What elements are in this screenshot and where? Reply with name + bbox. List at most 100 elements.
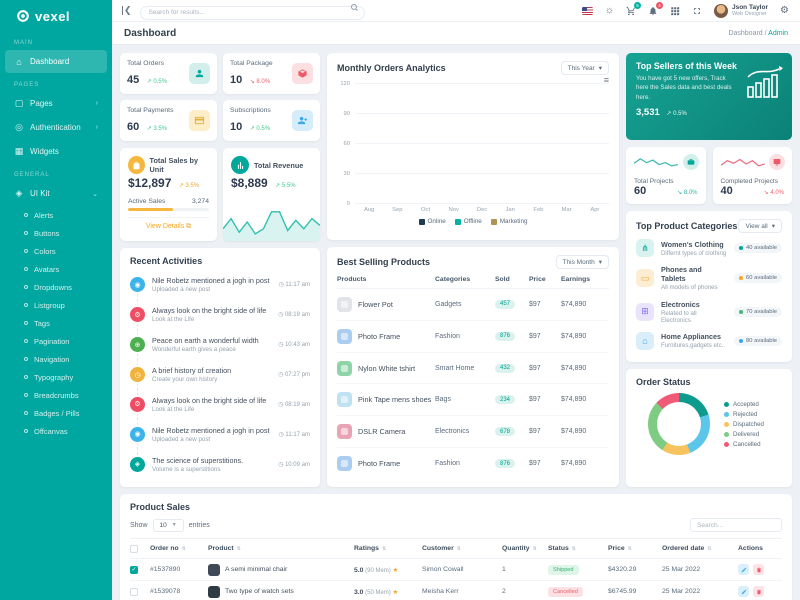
sidebar-section-pages: Pages xyxy=(14,82,40,88)
sidebar-subitem-dropdowns[interactable]: Dropdowns xyxy=(0,278,112,296)
settings-gear-icon[interactable]: ⚙ xyxy=(780,5,789,16)
activity-text: Always look on the bright side of life Lo… xyxy=(152,306,266,323)
sort-icon[interactable]: ⇅ xyxy=(181,546,186,552)
chart-period-select[interactable]: This Year ▾ xyxy=(560,61,609,75)
sidebar-subitem-badges-pills[interactable]: Badges / Pills xyxy=(0,404,112,422)
quantity: 1 xyxy=(502,566,506,573)
activity-title: Nile Robetz mentioned a jogh in post xyxy=(152,425,270,435)
sort-icon[interactable]: ⇅ xyxy=(456,546,461,552)
x-tick-label: Mar xyxy=(561,207,572,213)
best-selling-card: Best Selling Products This Month ▾ Produc… xyxy=(327,247,619,487)
bullet-icon xyxy=(24,303,28,307)
cart-badge: 5 xyxy=(633,2,641,9)
sort-icon[interactable]: ⇅ xyxy=(627,546,632,552)
sort-icon[interactable]: ⇅ xyxy=(236,546,241,552)
delete-button[interactable] xyxy=(753,564,764,575)
best-selling-period-select[interactable]: This Month ▾ xyxy=(555,255,609,269)
row-checkbox[interactable] xyxy=(130,587,138,596)
availability-badge: 80 available xyxy=(734,335,782,346)
page-header: Dashboard Dashboard / Admin xyxy=(112,22,800,45)
sidebar-subitem-colors[interactable]: Colors xyxy=(0,242,112,260)
activity-text: The science of superstitions. Volume is a… xyxy=(152,456,243,473)
view-details-link[interactable]: View Details ⧉ xyxy=(128,217,209,231)
availability-label: 80 available xyxy=(746,337,777,344)
column-label: Customer xyxy=(422,545,454,552)
availability-label: 40 available xyxy=(746,245,777,252)
notifications-bell-icon[interactable]: 4 xyxy=(648,2,663,16)
availability-badge: 70 available xyxy=(734,306,782,317)
sidebar-item-authentication[interactable]: ◎ Authentication › xyxy=(15,122,98,132)
x-tick-label: Sep xyxy=(392,207,403,213)
table-row: Nylon White tshirt Smart Home 432 $97 $74,89… xyxy=(337,353,609,385)
column-label: Actions xyxy=(738,545,763,552)
y-tick-label: 120 xyxy=(340,81,350,87)
activity-subtitle: Uploaded a new post xyxy=(152,286,211,294)
cart-icon[interactable]: 5 xyxy=(626,2,641,16)
search-icon[interactable] xyxy=(350,3,359,12)
sidebar-section-general: General xyxy=(14,172,50,178)
y-tick-label: 90 xyxy=(343,111,350,117)
product-cell: Pink Tape mens shoes xyxy=(337,392,435,408)
search-input[interactable] xyxy=(139,5,365,20)
theme-light-icon[interactable]: ☼ xyxy=(604,5,615,16)
sidebar-subitem-tags[interactable]: Tags xyxy=(0,314,112,332)
monthly-orders-card: Monthly Orders Analytics This Year ▾ ≡ 0 3… xyxy=(327,53,619,240)
sort-icon[interactable]: ⇅ xyxy=(381,546,387,552)
x-tick-label: Nov xyxy=(448,207,459,213)
sidebar-item-pages[interactable]: ▢ Pages › xyxy=(14,98,98,108)
apps-grid-icon[interactable] xyxy=(670,5,681,16)
gridline xyxy=(355,143,609,144)
delete-button[interactable] xyxy=(753,586,764,597)
chart-menu-icon[interactable]: ≡ xyxy=(603,75,609,85)
sidebar-subitem-breadcrumbs[interactable]: Breadcrumbs xyxy=(0,386,112,404)
chevron-down-icon: ▾ xyxy=(771,223,775,230)
brand-logo[interactable]: vexel xyxy=(0,0,112,32)
order-status-card: Order Status Accepted Rejected Dispatched D… xyxy=(626,369,792,487)
recent-activities-card: Recent Activities ◉ Nile Robetz mentioned… xyxy=(120,248,320,487)
sidebar-item-ui-kit[interactable]: ◈ UI Kit ⌄ xyxy=(15,188,98,198)
sidebar-subitem-buttons[interactable]: Buttons xyxy=(0,224,112,242)
entries-select[interactable]: 10 ▼ xyxy=(152,518,184,532)
ordered-date: 25 Mar 2022 xyxy=(662,566,701,573)
sidebar-subitem-pagination[interactable]: Pagination xyxy=(0,332,112,350)
categories-view-all-select[interactable]: View all ▾ xyxy=(738,219,782,233)
product-cell: DSLR Camera xyxy=(337,424,435,440)
product-name: DSLR Camera xyxy=(358,427,406,437)
category-desc: Related to all Electronics xyxy=(661,309,697,324)
sidebar-subitem-alerts[interactable]: Alerts xyxy=(0,206,112,224)
sidebar-subitem-offcanvas[interactable]: Offcanvas xyxy=(0,422,112,440)
x-tick-label: Aug xyxy=(363,207,375,213)
sort-icon[interactable]: ⇅ xyxy=(571,546,576,552)
product-thumbnail xyxy=(337,360,352,376)
sidebar-subitem-navigation[interactable]: Navigation xyxy=(0,350,112,368)
sidebar-subitem-label: Tags xyxy=(34,318,50,328)
breadcrumb-root[interactable]: Dashboard xyxy=(728,29,763,37)
hanger-icon: ⋔ xyxy=(636,239,654,258)
topbar-icons: ☼ 5 4 Json Taylor xyxy=(581,2,790,18)
sidebar-collapse-icon[interactable]: ❮ xyxy=(122,5,132,15)
sort-icon[interactable]: ⇅ xyxy=(707,546,712,552)
product-price: $97 xyxy=(529,300,541,308)
sidebar-subitem-typography[interactable]: Typography xyxy=(0,368,112,386)
sidebar-subitem-listgroup[interactable]: Listgroup xyxy=(0,296,112,314)
table-search-input[interactable] xyxy=(690,518,782,532)
bullet-icon xyxy=(24,411,28,415)
legend-label: Rejected xyxy=(733,410,758,418)
sidebar-subitem-avatars[interactable]: Avatars xyxy=(0,260,112,278)
availability-label: 60 available xyxy=(746,275,777,282)
rating-note: (50 Mem) xyxy=(363,589,393,596)
language-flag-icon[interactable] xyxy=(581,5,593,16)
sort-icon[interactable]: ⇅ xyxy=(532,546,537,552)
edit-button[interactable] xyxy=(738,564,749,575)
product-category: Bags xyxy=(435,396,451,404)
sidebar-item-widgets[interactable]: ▦ Widgets xyxy=(14,146,59,156)
sidebar-item-dashboard[interactable]: ⌂ Dashboard xyxy=(5,50,107,73)
user-menu[interactable]: Json Taylor Web Designer xyxy=(713,3,768,18)
select-all-checkbox[interactable] xyxy=(130,544,138,553)
row-checkbox[interactable]: ✓ xyxy=(130,565,138,574)
fullscreen-icon[interactable] xyxy=(692,5,703,16)
gear-icon: ⚙ xyxy=(130,396,145,412)
edit-button[interactable] xyxy=(738,586,749,597)
tablet-icon: ▭ xyxy=(636,269,654,288)
